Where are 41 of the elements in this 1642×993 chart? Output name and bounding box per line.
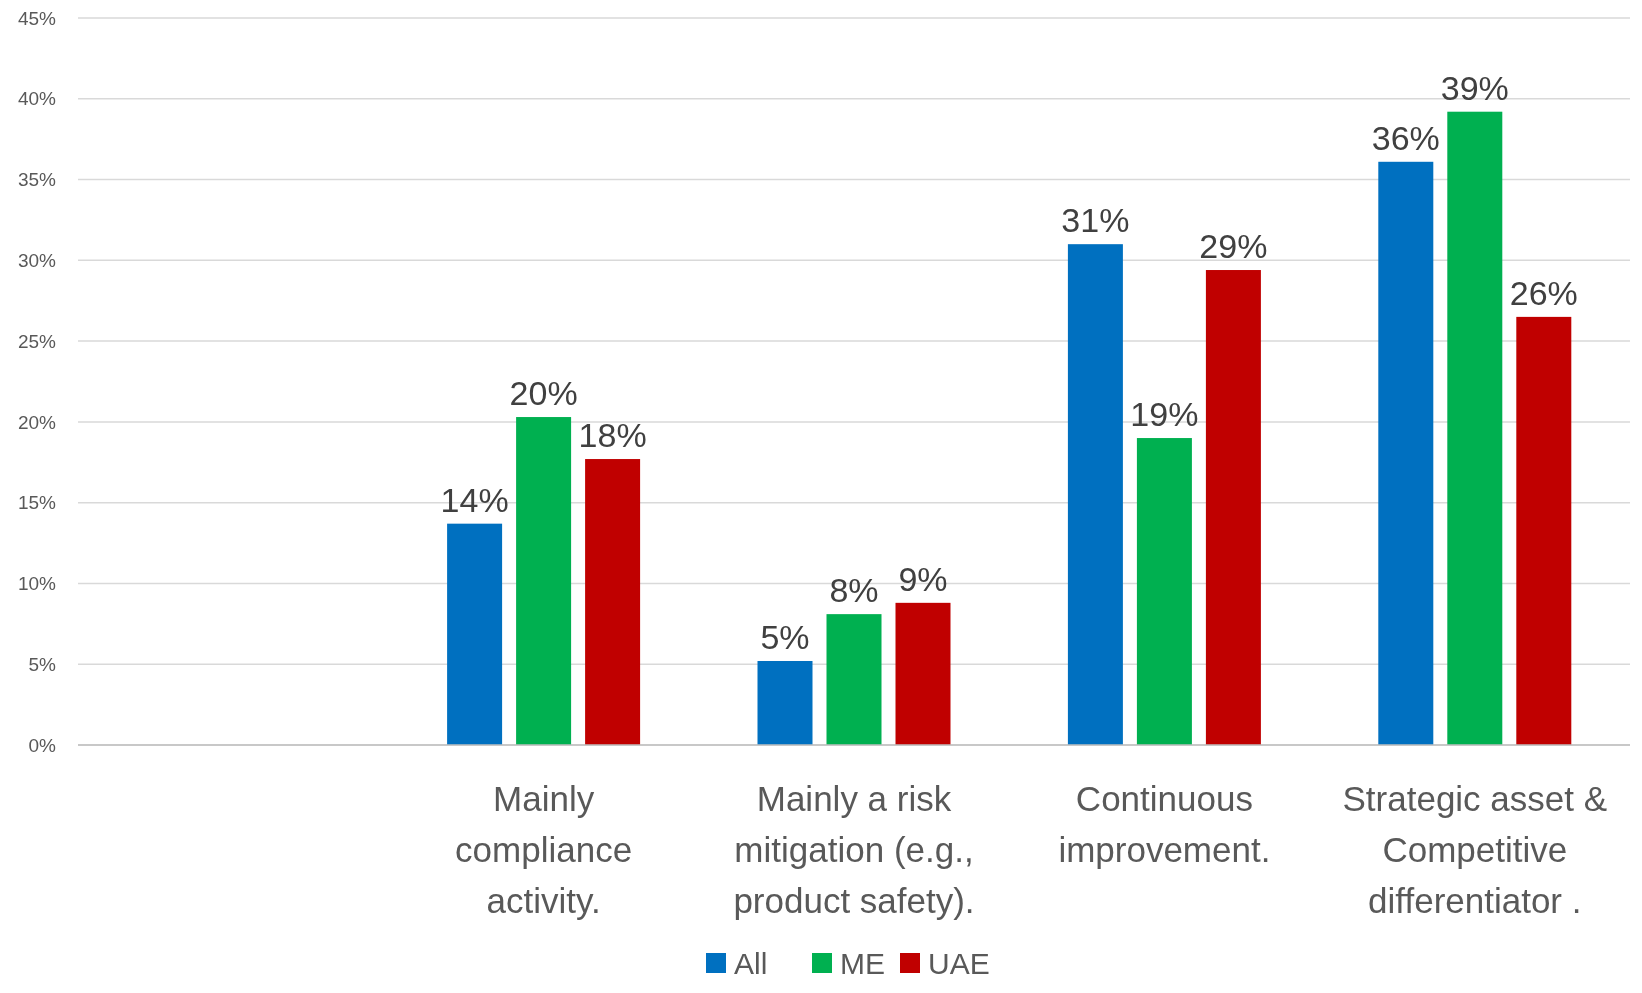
data-label: 39%: [1440, 68, 1509, 107]
y-tick-label: 15%: [17, 492, 57, 514]
data-label: 19%: [1130, 395, 1199, 434]
y-tick-label: 35%: [17, 169, 57, 191]
legend-label: UAE: [928, 946, 990, 980]
bar: [826, 614, 882, 745]
data-label: 5%: [760, 617, 810, 656]
x-tick-label: Strategic asset & Competitive differentiator .: [1342, 779, 1608, 920]
bar: [1447, 111, 1503, 745]
data-label: 31%: [1061, 201, 1130, 240]
bar: [585, 459, 641, 745]
legend-label: All: [734, 946, 768, 980]
data-label: 36%: [1371, 118, 1440, 157]
y-tick-label: 20%: [17, 411, 57, 433]
bar: [447, 523, 503, 745]
y-tick-label: 5%: [28, 653, 57, 675]
bar: [757, 660, 813, 745]
bar: [1205, 270, 1261, 745]
y-tick-label: 30%: [17, 249, 57, 271]
data-label: 14%: [440, 480, 509, 519]
data-label: 9%: [898, 559, 948, 598]
data-label: 29%: [1199, 227, 1268, 266]
y-tick-label: 45%: [17, 7, 57, 29]
data-label: 18%: [578, 416, 647, 455]
data-label: 26%: [1509, 273, 1578, 312]
data-label: 8%: [829, 571, 879, 610]
bar: [1378, 161, 1434, 745]
x-tick-label: Mainly a risk mitigation (e.g., product safety).: [733, 779, 975, 920]
x-tick-label: Mainly compliance activity.: [455, 779, 633, 920]
bar: [1516, 316, 1572, 745]
x-tick-label: Continuous improvement.: [1058, 779, 1271, 869]
bar: [1067, 244, 1123, 745]
y-tick-label: 25%: [17, 330, 57, 352]
data-label: 20%: [509, 374, 578, 413]
y-tick-label: 10%: [17, 573, 57, 595]
legend-label: ME: [840, 946, 885, 980]
bar: [895, 602, 951, 745]
bar: [1136, 438, 1192, 745]
y-tick-label: 40%: [17, 88, 57, 110]
bar: [516, 417, 572, 745]
y-tick-label: 0%: [28, 734, 57, 756]
